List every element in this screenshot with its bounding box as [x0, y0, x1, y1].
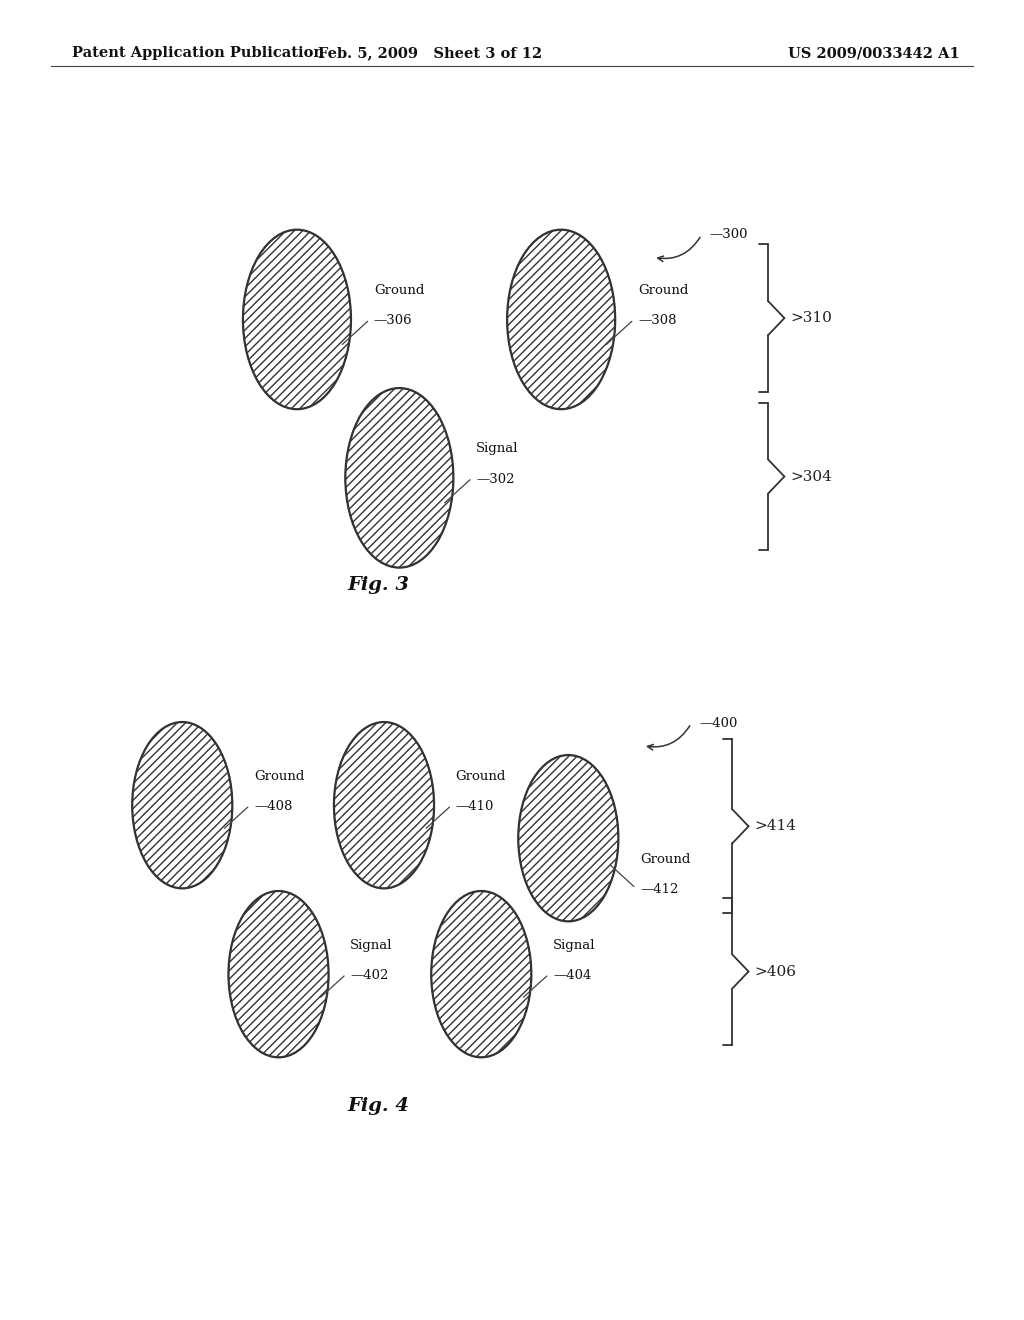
Text: Ground: Ground	[456, 770, 506, 783]
Text: —402: —402	[350, 969, 388, 982]
Text: —308: —308	[638, 314, 677, 327]
Text: Ground: Ground	[374, 284, 424, 297]
Text: —404: —404	[553, 969, 591, 982]
Ellipse shape	[243, 230, 351, 409]
Text: Ground: Ground	[254, 770, 304, 783]
Text: Signal: Signal	[476, 442, 519, 455]
Text: >310: >310	[791, 312, 833, 325]
Text: Signal: Signal	[350, 939, 393, 952]
Text: US 2009/0033442 A1: US 2009/0033442 A1	[788, 46, 961, 61]
Text: Signal: Signal	[553, 939, 596, 952]
Ellipse shape	[518, 755, 618, 921]
Ellipse shape	[507, 230, 615, 409]
Ellipse shape	[334, 722, 434, 888]
Ellipse shape	[345, 388, 454, 568]
Text: —306: —306	[374, 314, 413, 327]
Text: >414: >414	[755, 820, 797, 833]
Text: Feb. 5, 2009   Sheet 3 of 12: Feb. 5, 2009 Sheet 3 of 12	[318, 46, 542, 61]
Ellipse shape	[228, 891, 329, 1057]
Text: Fig. 3: Fig. 3	[348, 576, 410, 594]
Text: —300: —300	[710, 228, 749, 242]
Text: >406: >406	[755, 965, 797, 978]
Text: —410: —410	[456, 800, 494, 813]
Text: Ground: Ground	[638, 284, 688, 297]
Text: >304: >304	[791, 470, 833, 483]
Text: Ground: Ground	[640, 853, 690, 866]
Text: Fig. 4: Fig. 4	[348, 1097, 410, 1115]
Ellipse shape	[132, 722, 232, 888]
Text: Patent Application Publication: Patent Application Publication	[72, 46, 324, 61]
Ellipse shape	[431, 891, 531, 1057]
Text: —408: —408	[254, 800, 292, 813]
Text: —412: —412	[640, 883, 678, 896]
Text: —400: —400	[699, 717, 737, 730]
Text: —302: —302	[476, 473, 515, 486]
